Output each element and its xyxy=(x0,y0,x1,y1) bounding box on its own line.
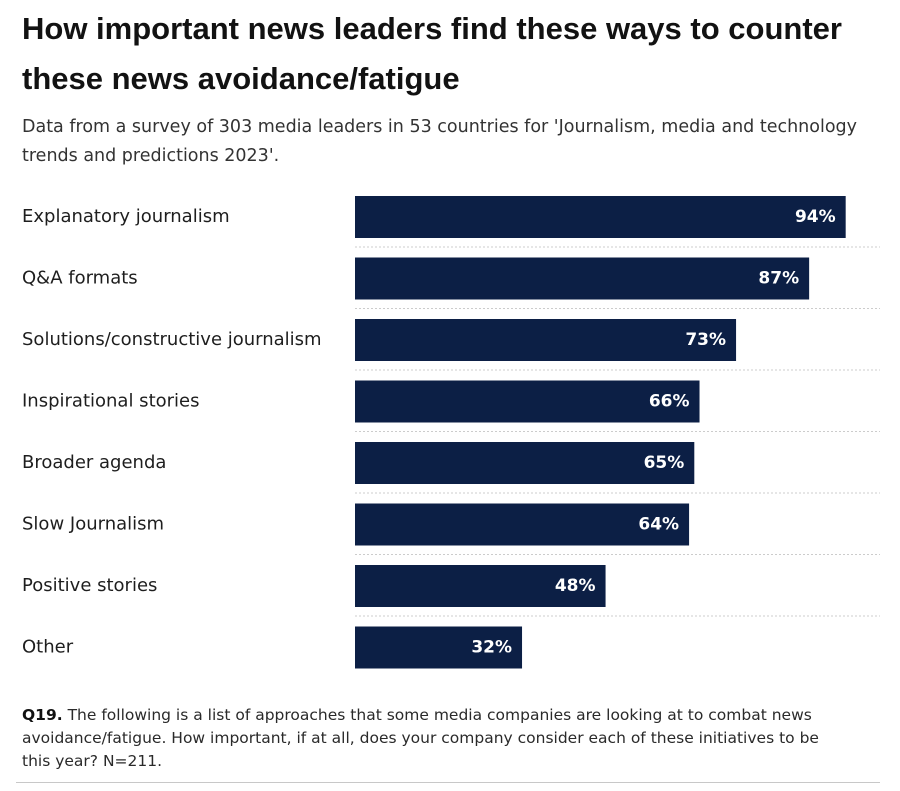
value-label: 66% xyxy=(649,392,690,412)
value-label: 65% xyxy=(644,453,685,473)
category-label: Other xyxy=(22,637,74,658)
value-label: 94% xyxy=(795,207,836,227)
survey-question-note: Q19. The following is a list of approach… xyxy=(22,704,842,773)
chart-title: How important news leaders find these wa… xyxy=(22,11,842,96)
category-label: Q&A formats xyxy=(22,268,138,289)
question-text: The following is a list of approaches th… xyxy=(22,706,819,770)
bar xyxy=(355,626,523,669)
question-id: Q19. xyxy=(22,706,63,724)
bar xyxy=(355,503,690,546)
bar xyxy=(355,565,606,607)
bar xyxy=(355,380,700,423)
value-label: 64% xyxy=(638,515,679,535)
bar xyxy=(355,196,846,238)
category-label: Positive stories xyxy=(22,575,157,596)
bar xyxy=(355,319,737,361)
category-label: Slow Journalism xyxy=(22,514,164,535)
value-label: 73% xyxy=(685,330,726,350)
bar xyxy=(355,257,810,300)
category-label: Solutions/constructive journalism xyxy=(22,329,322,350)
chart-subtitle: Data from a survey of 303 media leaders … xyxy=(22,117,858,166)
category-label: Inspirational stories xyxy=(22,391,200,412)
bar xyxy=(355,442,695,484)
bar-chart: Explanatory journalism 94% Q&A formats 87% S… xyxy=(22,196,880,669)
value-label: 87% xyxy=(758,269,799,289)
bottom-divider xyxy=(16,782,880,783)
value-label: 48% xyxy=(555,576,596,596)
value-label: 32% xyxy=(471,638,512,658)
category-label: Broader agenda xyxy=(22,452,166,473)
category-label: Explanatory journalism xyxy=(22,206,230,227)
